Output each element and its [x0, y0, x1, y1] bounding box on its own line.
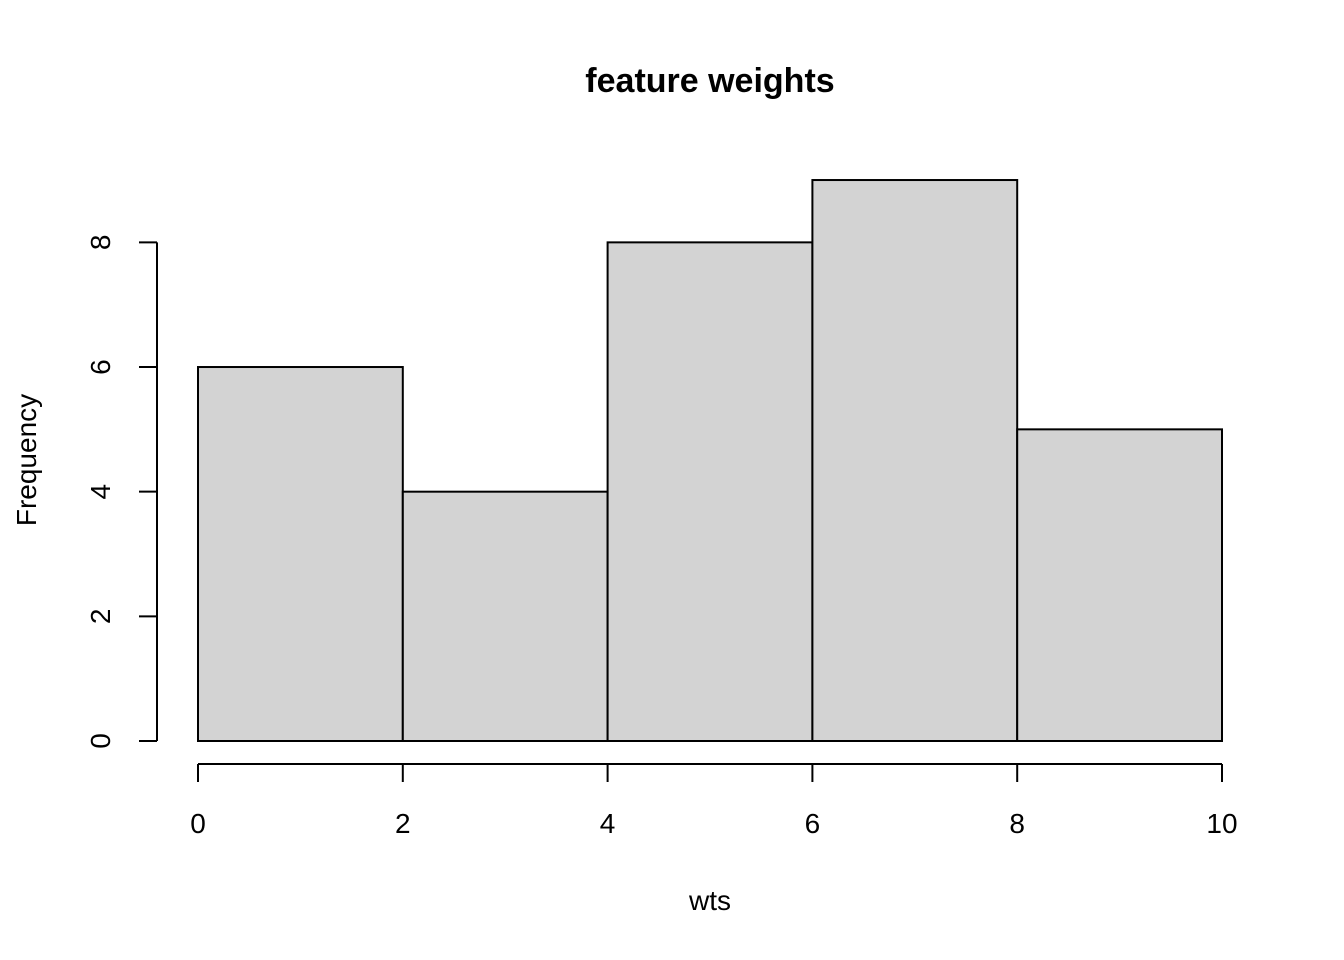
x-tick-label: 4 [600, 808, 616, 839]
y-tick-label: 8 [85, 235, 116, 251]
x-tick-label: 10 [1206, 808, 1237, 839]
y-tick-label: 2 [85, 609, 116, 625]
y-tick-label: 6 [85, 359, 116, 375]
x-tick-label: 6 [805, 808, 821, 839]
y-tick-label: 0 [85, 733, 116, 749]
y-axis-label: Frequency [11, 394, 42, 526]
x-tick-label: 8 [1009, 808, 1025, 839]
y-tick-label: 4 [85, 484, 116, 500]
y-axis: 0 2 4 6 8 [85, 235, 158, 749]
x-tick-label: 0 [190, 808, 206, 839]
chart-title: feature weights [585, 62, 834, 100]
histogram-bar-0 [197, 366, 404, 742]
histogram-bar-4 [1016, 428, 1224, 742]
x-axis-label: wts [688, 885, 731, 916]
histogram-bar-1 [401, 490, 609, 742]
histogram-bar-2 [606, 241, 814, 743]
x-tick-label: 2 [395, 808, 411, 839]
x-axis: 0 2 4 6 8 10 [190, 763, 1238, 839]
bars-group [197, 179, 1224, 743]
histogram-bar-3 [811, 179, 1019, 742]
